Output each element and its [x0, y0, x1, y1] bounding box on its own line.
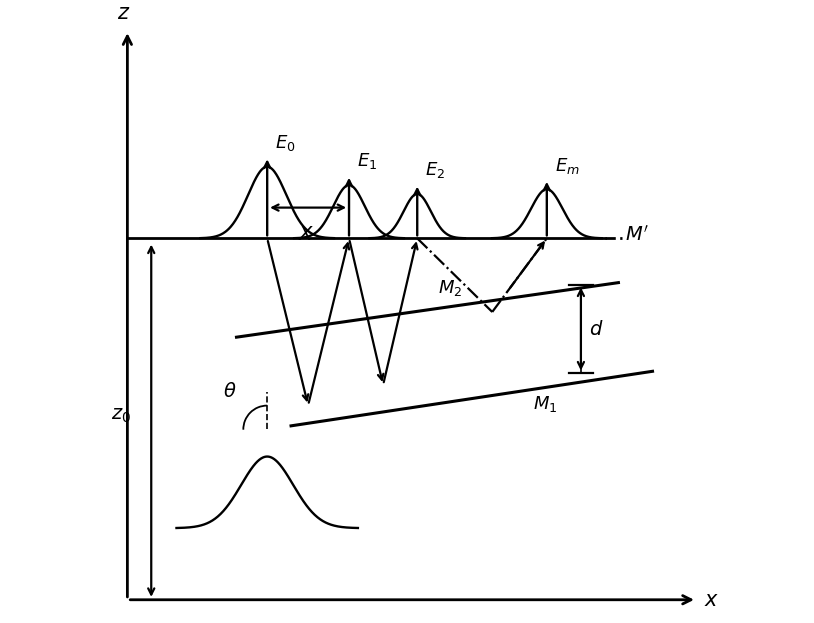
Text: $E_m$: $E_m$ — [555, 156, 580, 176]
Text: $M'$: $M'$ — [625, 225, 649, 245]
Text: $z$: $z$ — [117, 4, 131, 24]
Text: $E_1$: $E_1$ — [357, 151, 378, 171]
Text: $z_0$: $z_0$ — [111, 406, 131, 425]
Text: $d$: $d$ — [589, 320, 603, 338]
Text: $E_2$: $E_2$ — [426, 160, 445, 180]
Text: $X$: $X$ — [299, 225, 315, 244]
Text: $x$: $x$ — [703, 590, 719, 610]
Text: $M_1$: $M_1$ — [533, 394, 558, 414]
Text: $M_2$: $M_2$ — [438, 278, 462, 298]
Text: $\theta$: $\theta$ — [223, 383, 236, 401]
Text: $E_0$: $E_0$ — [275, 133, 296, 153]
